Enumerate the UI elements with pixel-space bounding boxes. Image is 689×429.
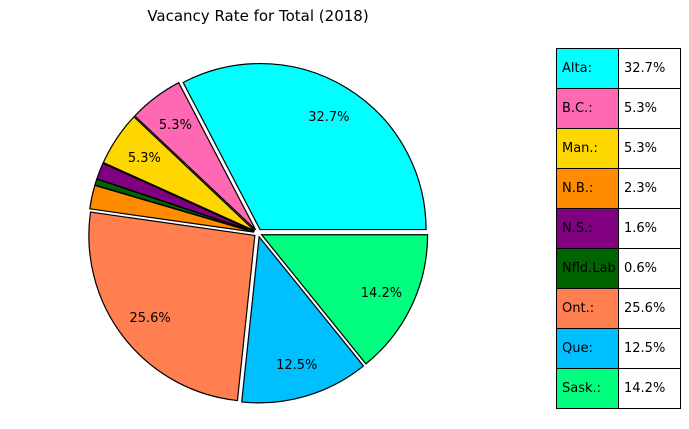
slice-data-label: 12.5% xyxy=(276,358,317,373)
legend-value: 32.7% xyxy=(618,48,681,89)
pie-slice-bc xyxy=(133,81,257,231)
legend-label: Nfld.Lab xyxy=(556,248,619,289)
legend-label: Alta: xyxy=(556,48,619,89)
legend-value: 5.3% xyxy=(618,128,681,169)
legend-row: N.S.: 1.6% xyxy=(556,208,681,249)
legend-label: B.C.: xyxy=(556,88,619,129)
legend-label: Ont.: xyxy=(556,288,619,329)
legend-row: B.C.: 5.3% xyxy=(556,88,681,129)
legend-value: 5.3% xyxy=(618,88,681,129)
slice-data-label: 5.3% xyxy=(128,151,161,166)
legend-row: Nfld.Lab 0.6% xyxy=(556,248,681,289)
legend-value: 12.5% xyxy=(618,328,681,369)
pie-slice-man xyxy=(102,116,256,232)
pie-slice-que xyxy=(241,235,365,404)
legend-label: N.B.: xyxy=(556,168,619,209)
legend-value: 25.6% xyxy=(618,288,681,329)
legend-value: 2.3% xyxy=(618,168,681,209)
pie-slice-nb xyxy=(89,184,255,233)
legend-table: Alta: 32.7% B.C.: 5.3% Man.: 5.3% N.B.: 2.3% N.S… xyxy=(556,48,681,409)
legend-value: 1.6% xyxy=(618,208,681,249)
slice-data-label: 5.3% xyxy=(159,118,192,133)
chart-title: Vacancy Rate for Total (2018) xyxy=(147,7,369,25)
legend-label: N.S.: xyxy=(556,208,619,249)
legend-row: Sask.: 14.2% xyxy=(556,368,681,409)
pie-slice-ont xyxy=(88,211,256,402)
slice-data-label: 14.2% xyxy=(361,286,402,301)
legend-value: 0.6% xyxy=(618,248,681,289)
legend-row: N.B.: 2.3% xyxy=(556,168,681,209)
slice-data-label: 25.6% xyxy=(129,311,170,326)
pie-slice-alta xyxy=(182,63,427,231)
slice-data-label: 32.7% xyxy=(308,110,349,125)
legend-value: 14.2% xyxy=(618,368,681,409)
legend-label: Man.: xyxy=(556,128,619,169)
pie-slice-sask xyxy=(260,234,429,365)
legend-row: Que: 12.5% xyxy=(556,328,681,369)
legend-label: Sask.: xyxy=(556,368,619,409)
legend-label: Que: xyxy=(556,328,619,369)
legend-row: Man.: 5.3% xyxy=(556,128,681,169)
legend-row: Ont.: 25.6% xyxy=(556,288,681,329)
legend-row: Alta: 32.7% xyxy=(556,48,681,89)
